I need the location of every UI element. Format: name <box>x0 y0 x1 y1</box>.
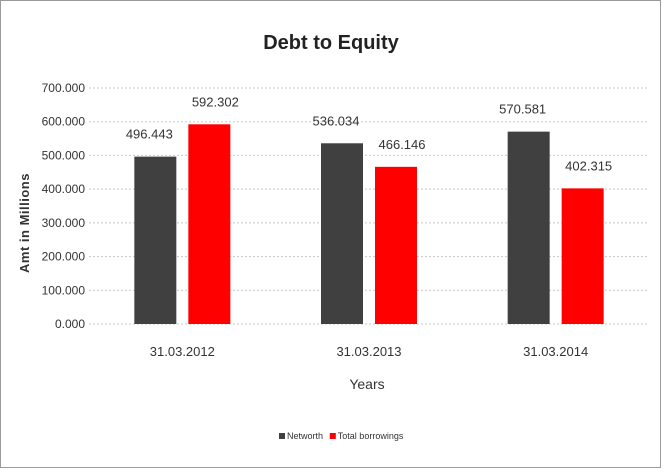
x-tick-labels: 31.03.2012 31.03.2013 31.03.2014 <box>150 344 588 359</box>
legend-swatch <box>279 433 285 439</box>
data-label: 466.146 <box>379 137 426 152</box>
x-axis-title: Years <box>349 376 384 392</box>
data-label: 592.302 <box>192 94 239 109</box>
legend-label: Total borrowings <box>338 431 404 441</box>
data-label: 402.315 <box>565 158 612 173</box>
y-tick-label: 300.000 <box>42 216 86 230</box>
data-label: 536.034 <box>313 113 360 128</box>
y-axis-title: Amt in Millions <box>17 173 32 273</box>
y-tick-labels: 0.000 100.000 200.000 300.000 400.000 500.000… <box>42 81 86 331</box>
y-tick-label: 600.000 <box>42 115 86 129</box>
x-tick-label: 31.03.2014 <box>523 344 588 359</box>
legend: Networth Total borrowings <box>279 431 404 441</box>
chart-title: Debt to Equity <box>263 32 399 54</box>
bars <box>134 124 604 325</box>
bar-total-borrowings <box>561 188 604 324</box>
y-tick-label: 700.000 <box>42 81 86 95</box>
bar-networth <box>507 131 550 324</box>
y-tick-label: 500.000 <box>42 148 86 162</box>
bar-total-borrowings <box>375 166 417 324</box>
gridlines <box>89 87 649 325</box>
x-tick-label: 31.03.2012 <box>150 344 215 359</box>
bar-networth <box>321 143 363 324</box>
data-label: 570.581 <box>499 102 546 117</box>
y-tick-label: 100.000 <box>42 283 86 297</box>
y-tick-label: 0.000 <box>55 317 85 331</box>
y-tick-label: 400.000 <box>42 182 86 196</box>
data-label: 496.443 <box>126 127 173 142</box>
data-labels: 496.443 592.302 536.034 466.146 570.581 402.3… <box>126 94 612 173</box>
x-tick-label: 31.03.2013 <box>336 344 401 359</box>
bar-total-borrowings <box>188 124 231 325</box>
legend-swatch <box>329 433 336 439</box>
y-tick-label: 200.000 <box>42 250 86 264</box>
bar-networth <box>134 156 177 324</box>
legend-label: Networth <box>287 431 323 441</box>
